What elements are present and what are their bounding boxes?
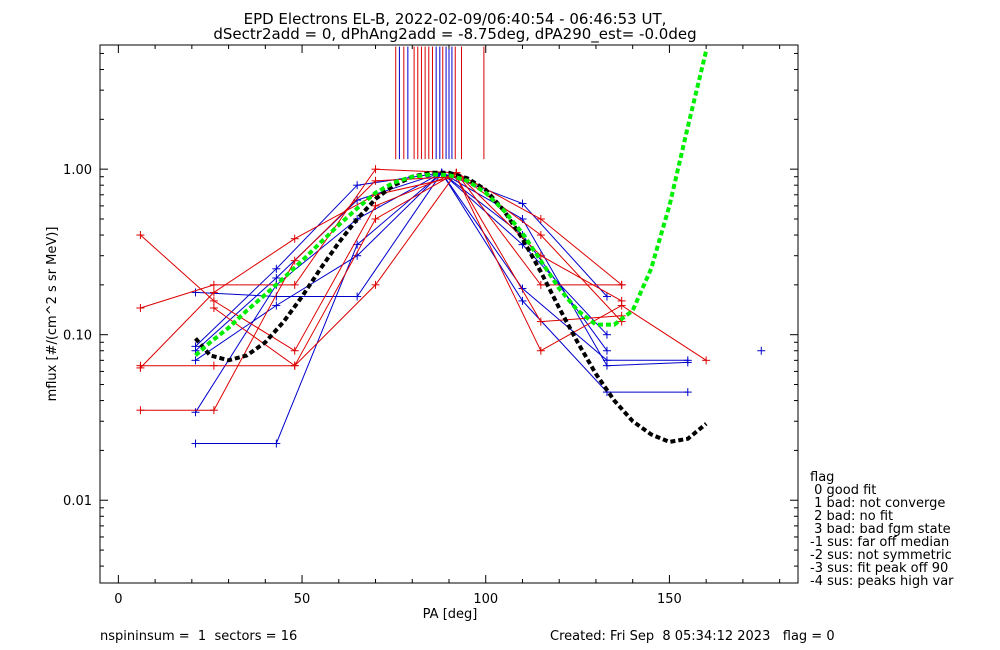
- fit-curve: [194, 50, 709, 357]
- data-point: [272, 439, 281, 448]
- y-axis-label: mflux [#/(cm^2 s sr MeV)]: [45, 227, 60, 402]
- data-point: [602, 346, 611, 355]
- data-point: [191, 288, 200, 297]
- data-point: [757, 346, 766, 355]
- data-point: [290, 280, 299, 289]
- data-point: [536, 214, 545, 223]
- x-tick-label: 50: [294, 592, 311, 607]
- data-point: [617, 280, 626, 289]
- sector-sweep-line: [140, 172, 622, 367]
- legend-entry: -2 sus: not symmetric: [810, 548, 952, 563]
- data-point: [518, 284, 527, 293]
- data-series: [136, 165, 766, 448]
- sector-sweep-line: [195, 171, 688, 361]
- legend-title: flag: [810, 470, 834, 485]
- data-point: [209, 303, 218, 312]
- x-axis-ticks: 0 50 100 150: [114, 45, 781, 607]
- data-point: [191, 356, 200, 365]
- data-point: [353, 240, 362, 249]
- x-tick-label: 150: [657, 592, 682, 607]
- sector-sweep-line: [195, 172, 608, 352]
- legend-entry: 0 good fit: [810, 483, 876, 498]
- data-point: [136, 231, 145, 240]
- data-point: [702, 356, 711, 365]
- data-point: [191, 439, 200, 448]
- chart-title-line1: EPD Electrons EL-B, 2022-02-09/06:40:54 …: [244, 10, 667, 28]
- data-point: [371, 176, 380, 185]
- data-point: [536, 317, 545, 326]
- legend-entry: 2 bad: no fit: [810, 509, 893, 524]
- y-tick-label: 0.01: [63, 494, 92, 509]
- footer-right: Created: Fri Sep 8 05:34:12 2023 flag = …: [550, 629, 835, 644]
- sector-sweep-line: [140, 176, 707, 411]
- data-point: [209, 296, 218, 305]
- data-point: [536, 231, 545, 240]
- data-point: [371, 201, 380, 210]
- footer-left: nspininsum = 1 sectors = 16: [100, 629, 297, 644]
- legend-entry: 1 bad: not converge: [810, 496, 945, 511]
- y-tick-label: 1.00: [63, 163, 92, 178]
- data-point: [290, 234, 299, 243]
- chart-title-line2: dSectr2add = 0, dPhAng2add = -8.75deg, d…: [213, 25, 696, 44]
- data-point: [209, 288, 218, 297]
- legend-entry: -1 sus: far off median: [810, 535, 949, 550]
- sector-sweep-line: [195, 172, 608, 351]
- fit-curves: [193, 50, 709, 444]
- data-point: [683, 358, 692, 367]
- data-point: [602, 292, 611, 301]
- y-axis-ticks: 0.01 0.10 1.00: [63, 52, 798, 567]
- data-point: [683, 388, 692, 397]
- data-point: [518, 199, 527, 208]
- legend-entry: -3 sus: fit peak off 90: [810, 561, 948, 576]
- y-tick-label: 0.10: [63, 329, 92, 344]
- data-point: [136, 303, 145, 312]
- data-point: [191, 408, 200, 417]
- data-point: [290, 346, 299, 355]
- data-point: [272, 274, 281, 283]
- x-axis-label: PA [deg]: [423, 607, 478, 622]
- data-point: [536, 280, 545, 289]
- data-point: [536, 346, 545, 355]
- x-tick-label: 0: [114, 592, 122, 607]
- data-point: [617, 301, 626, 310]
- data-point: [209, 280, 218, 289]
- data-point: [136, 406, 145, 415]
- data-point: [371, 165, 380, 174]
- data-point: [290, 361, 299, 370]
- x-tick-label: 100: [473, 592, 498, 607]
- data-point: [136, 363, 145, 372]
- vertical-marks: [395, 46, 485, 160]
- data-point: [602, 361, 611, 370]
- data-point: [290, 256, 299, 265]
- data-point: [353, 292, 362, 301]
- data-point: [272, 264, 281, 273]
- data-point: [371, 280, 380, 289]
- data-point: [518, 296, 527, 305]
- sector-sweep-line: [195, 172, 608, 413]
- data-point: [209, 361, 218, 370]
- data-point: [272, 301, 281, 310]
- legend: flag 0 good fit 1 bad: not converge 2 ba…: [810, 470, 954, 589]
- legend-entry: 3 bad: bad fgm state: [810, 522, 951, 537]
- data-point: [602, 330, 611, 339]
- data-point: [371, 214, 380, 223]
- legend-entry: -4 sus: peaks high var: [810, 574, 954, 589]
- fit-curve: [193, 170, 708, 444]
- data-point: [353, 181, 362, 190]
- sector-sweep-line: [213, 172, 623, 367]
- data-point: [209, 406, 218, 415]
